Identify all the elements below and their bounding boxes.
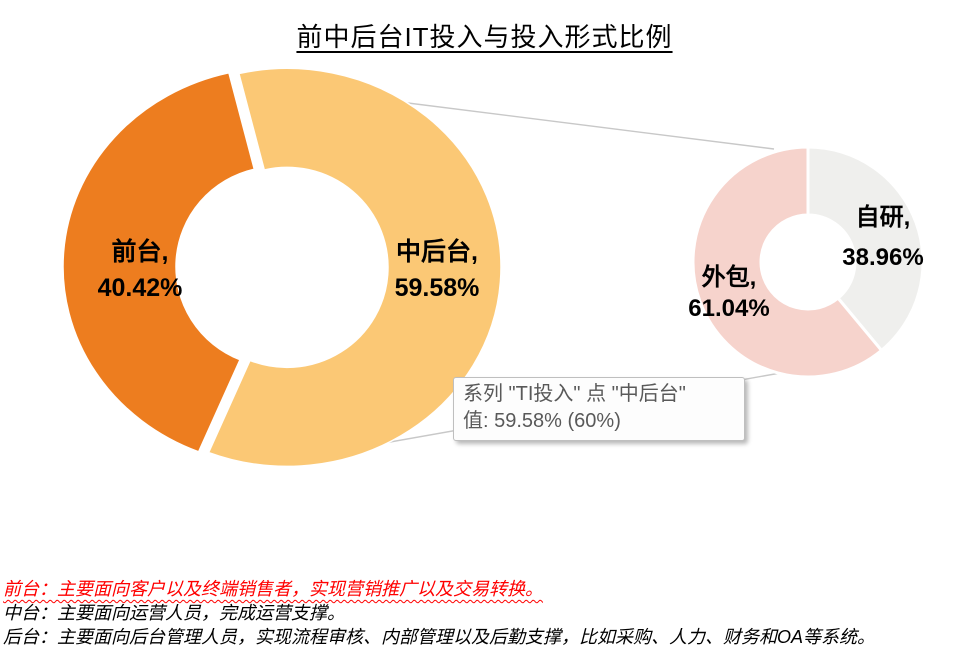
label-qiantai-value: 40.42%	[97, 274, 183, 302]
tooltip-value-line: 值: 59.58% (60%)	[463, 410, 621, 432]
slice-外包[interactable]	[691, 145, 884, 379]
secondary-donut[interactable]	[691, 145, 925, 379]
label-ziyan-name: 自研,	[855, 204, 911, 231]
series-line-top	[399, 101, 775, 150]
slice-自研[interactable]	[806, 145, 925, 353]
label-ziyan-value: 38.96%	[842, 244, 924, 271]
hover-tooltip: 系列 "TI投入" 点 "中后台" 值: 59.58% (60%)	[453, 377, 745, 441]
chart-title: 前中后台IT投入与投入形式比例	[0, 17, 969, 54]
label-waibao-name: 外包,	[701, 264, 757, 291]
footnote-houtai: 后台：主要面向后台管理人员，实现流程审核、内部管理以及后勤支撑，比如采购、人力、…	[3, 627, 876, 647]
label-zhonghoutai: 中后台, 59.58%	[395, 234, 480, 306]
slice-前台[interactable]	[62, 71, 256, 453]
label-waibao-value: 61.04%	[688, 295, 770, 322]
label-zhonghoutai-name: 中后台,	[396, 238, 478, 266]
label-qiantai-name: 前台,	[111, 238, 169, 266]
slice-中后台[interactable]	[207, 67, 502, 468]
footnote-zhongtai: 中台：主要面向运营人员，完成运营支撑。	[3, 603, 345, 623]
label-qiantai: 前台, 40.42%	[98, 234, 183, 306]
footnotes: 前台：主要面向客户以及终端销售者，实现营销推广以及交易转换。 中台：主要面向运营…	[3, 577, 967, 649]
chart-title-text: 前中后台IT投入与投入形式比例	[296, 22, 673, 52]
tooltip-series-line: 系列 "TI投入" 点 "中后台"	[463, 383, 686, 405]
footnote-qiantai: 前台：主要面向客户以及终端销售者，实现营销推广以及交易转换。	[3, 579, 543, 599]
label-waibao: 外包, 61.04%	[688, 262, 769, 324]
label-ziyan: 自研, 38.96%	[842, 198, 923, 278]
main-donut[interactable]	[62, 67, 502, 468]
label-zhonghoutai-value: 59.58%	[394, 274, 480, 302]
